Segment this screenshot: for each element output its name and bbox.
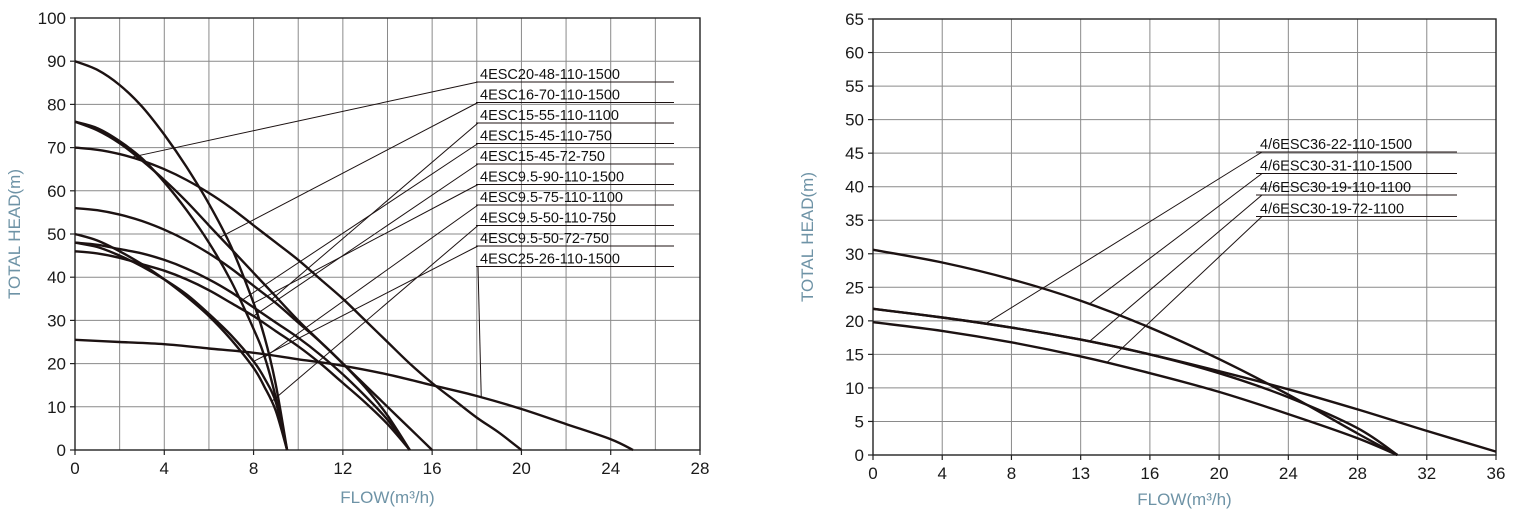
series-curves (872, 248, 1497, 457)
y-tick-label: 15 (845, 345, 864, 364)
legend-label: 4ESC15-45-72-750 (480, 149, 605, 165)
y-tick-label: 30 (47, 311, 66, 330)
x-tick-label: 12 (333, 459, 352, 478)
legend-label: 4/6ESC30-19-110-1100 (1260, 180, 1411, 196)
legend-label: 4ESC9.5-50-72-750 (480, 231, 609, 247)
x-axis-title: FLOW(m³/h) (340, 488, 434, 507)
series-line (74, 120, 289, 451)
series-curves (74, 60, 634, 452)
legend-label: 4ESC25-26-110-1500 (480, 252, 620, 268)
x-tick-label: 16 (423, 459, 442, 478)
series-line (872, 248, 1398, 457)
y-tick-label: 10 (845, 379, 864, 398)
y-tick-label: 65 (845, 10, 864, 29)
y-tick-label: 55 (845, 77, 864, 96)
legend-leader-line (271, 225, 479, 402)
legend-leader-line (1089, 173, 1263, 305)
y-tick-label: 10 (47, 398, 66, 417)
legend-leader-line (985, 151, 1263, 325)
y-axis-title: TOTAL HEAD(m) (798, 172, 817, 302)
series-line (74, 146, 523, 451)
legend-leader-line (1106, 216, 1263, 364)
left-pump-curve-chart: 0 10 20 30 40 50 60 70 80 90 100 0 4 8 12 16 20 24 28 TOTAL… (5, 9, 709, 507)
y-tick-label: 40 (845, 178, 864, 197)
x-tick-label: 0 (70, 459, 79, 478)
right-pump-curve-chart: 0 5 10 15 20 25 30 35 40 45 50 55 60 65 0 4 8 13 16 20 24 28 3… (798, 10, 1505, 509)
legend-label: 4/6ESC36-22-110-1500 (1260, 137, 1412, 153)
legend-leader-line (130, 81, 479, 158)
legend-leader-line (253, 245, 479, 362)
legend-leader-line (264, 204, 479, 358)
series-line (74, 206, 411, 451)
x-tick-label: 20 (1210, 464, 1229, 483)
legend-label: 4ESC15-55-110-1100 (480, 108, 619, 124)
series-line (74, 120, 433, 451)
y-tick-label: 40 (47, 268, 66, 287)
y-tick-label: 60 (845, 44, 864, 63)
x-axis-title: FLOW(m³/h) (1137, 490, 1231, 509)
grid-lines (872, 18, 1497, 456)
x-tick-label: 16 (1140, 464, 1159, 483)
y-tick-label: 20 (845, 312, 864, 331)
legend-label: 4ESC9.5-75-110-1100 (480, 190, 623, 206)
series-line (74, 338, 634, 452)
series-line (872, 307, 1497, 453)
x-tick-label: 24 (1279, 464, 1298, 483)
legend-leader-line (253, 184, 479, 304)
plot-frame (872, 18, 1497, 456)
legend-label: 4/6ESC30-31-110-1500 (1260, 159, 1412, 175)
legend-leader-line (477, 266, 482, 398)
legend-label: 4ESC15-45-110-750 (480, 129, 612, 145)
legend-label: 4/6ESC30-19-72-1100 (1260, 202, 1404, 218)
y-tick-label: 50 (47, 225, 66, 244)
series-line (74, 60, 289, 451)
y-tick-label: 45 (845, 144, 864, 163)
y-tick-label: 35 (845, 211, 864, 230)
x-tick-label: 4 (937, 464, 946, 483)
x-tick-label: 36 (1487, 464, 1506, 483)
legend-label: 4ESC9.5-50-110-750 (480, 211, 616, 227)
y-tick-label: 30 (845, 245, 864, 264)
legend: 4/6ESC36-22-110-1500 4/6ESC30-31-110-1500… (985, 137, 1457, 364)
x-tick-label: 24 (601, 459, 620, 478)
legend-leader-line (1088, 194, 1263, 342)
y-tick-label: 50 (845, 111, 864, 130)
x-tick-label: 13 (1071, 464, 1090, 483)
y-tick-label: 25 (845, 278, 864, 297)
y-tick-label: 0 (855, 446, 864, 465)
y-tick-label: 20 (47, 355, 66, 374)
x-tick-label: 28 (691, 459, 710, 478)
legend-label: 4ESC20-48-110-1500 (480, 67, 620, 83)
x-tick-label: 8 (249, 459, 258, 478)
x-tick-label: 0 (868, 464, 877, 483)
legend-leader-line (253, 163, 479, 317)
legend-leader-line (219, 102, 479, 238)
series-line (872, 321, 1398, 457)
y-tick-label: 60 (47, 182, 66, 201)
series-line (872, 307, 1399, 456)
legend-label: 4ESC16-70-110-1500 (480, 88, 620, 104)
legend-leader-line (271, 122, 479, 301)
x-tick-label: 20 (512, 459, 531, 478)
x-tick-label: 8 (1007, 464, 1016, 483)
y-tick-label: 5 (855, 412, 864, 431)
series-line (74, 232, 289, 451)
x-tick-label: 32 (1417, 464, 1436, 483)
y-tick-label: 0 (57, 441, 66, 460)
legend-label: 4ESC9.5-90-110-1500 (480, 170, 624, 186)
x-tick-label: 4 (160, 459, 169, 478)
y-tick-label: 90 (47, 52, 66, 71)
x-tick-label: 28 (1348, 464, 1367, 483)
y-tick-label: 80 (47, 95, 66, 114)
y-tick-label: 100 (38, 9, 66, 28)
legend-leader-line (242, 143, 479, 301)
y-tick-label: 70 (47, 139, 66, 158)
y-axis-title: TOTAL HEAD(m) (5, 169, 24, 299)
legend: 4ESC20-48-110-1500 4ESC16-70-110-1500 4ESC… (130, 67, 674, 402)
series-line (74, 241, 289, 451)
